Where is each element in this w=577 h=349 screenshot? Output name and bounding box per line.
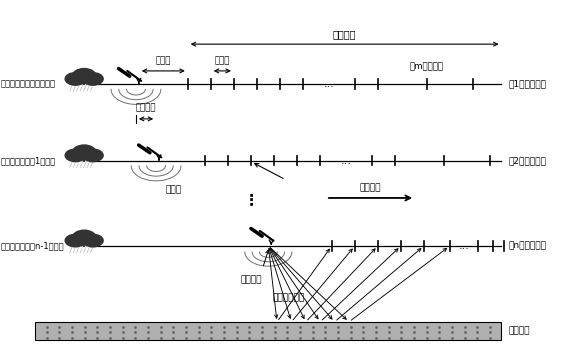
Circle shape bbox=[65, 149, 86, 162]
Text: 地震反射信号: 地震反射信号 bbox=[272, 294, 305, 302]
Text: 第n次信号采集: 第n次信号采集 bbox=[508, 241, 546, 250]
Text: 第m个检波器: 第m个检波器 bbox=[410, 62, 444, 71]
Text: 第2次信号采集: 第2次信号采集 bbox=[508, 156, 546, 165]
Text: 偏移距: 偏移距 bbox=[156, 56, 171, 65]
Circle shape bbox=[65, 234, 86, 247]
Text: 移动方向: 移动方向 bbox=[360, 183, 381, 192]
Text: 检波器: 检波器 bbox=[166, 186, 181, 195]
Text: 第1次信号采集: 第1次信号采集 bbox=[508, 80, 546, 89]
Circle shape bbox=[73, 230, 96, 244]
Circle shape bbox=[83, 149, 103, 162]
Text: 计算剪面: 计算剪面 bbox=[333, 30, 357, 40]
Text: 泿移动方向移动n-1个步长: 泿移动方向移动n-1个步长 bbox=[1, 241, 64, 250]
Circle shape bbox=[73, 145, 96, 159]
Circle shape bbox=[65, 73, 86, 85]
Text: 反射界面: 反射界面 bbox=[508, 326, 530, 335]
Circle shape bbox=[73, 68, 96, 82]
Text: 泿移动方向移动1个步长: 泿移动方向移动1个步长 bbox=[1, 156, 56, 165]
Text: ...: ... bbox=[340, 156, 351, 165]
Text: ⋮: ⋮ bbox=[243, 192, 258, 207]
Text: 移动步长: 移动步长 bbox=[136, 104, 156, 113]
Text: 反射波信号采集基准位置: 反射波信号采集基准位置 bbox=[1, 80, 56, 89]
Circle shape bbox=[83, 73, 103, 85]
Text: 锤击点位: 锤击点位 bbox=[241, 275, 262, 284]
Text: ...: ... bbox=[459, 241, 470, 251]
Text: 道间距: 道间距 bbox=[215, 56, 230, 65]
Circle shape bbox=[83, 234, 103, 247]
Bar bbox=[35, 322, 501, 340]
Text: ...: ... bbox=[323, 79, 334, 89]
